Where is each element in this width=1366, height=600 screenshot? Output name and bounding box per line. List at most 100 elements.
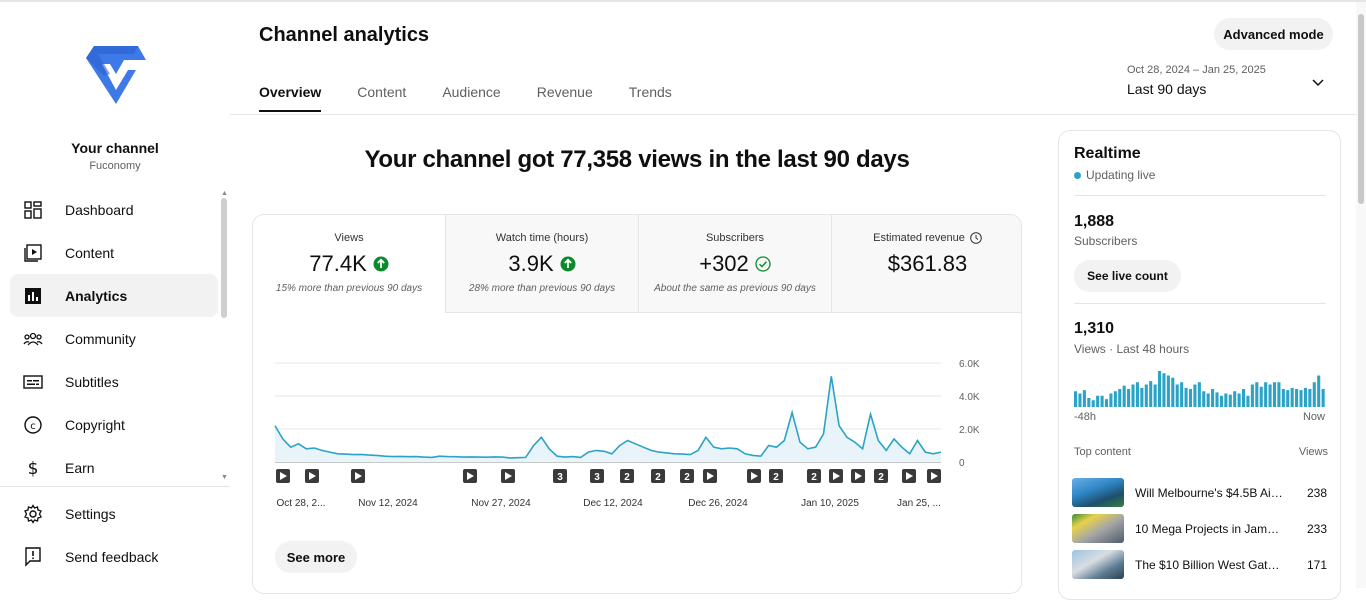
sidebar-item-feedback[interactable]: Send feedback [10, 535, 218, 578]
video-marker-count: 2 [773, 472, 779, 483]
sidebar-divider [0, 486, 230, 487]
tab-trends[interactable]: Trends [628, 84, 672, 100]
overview-card: Views 77.4K 15% more than previous 90 da… [252, 214, 1022, 594]
metric-watch-time[interactable]: Watch time (hours) 3.9K 28% more than pr… [446, 215, 639, 313]
tab-overview[interactable]: Overview [259, 84, 322, 112]
play-icon [855, 472, 862, 480]
realtime-bar [1321, 389, 1325, 407]
top-content-row[interactable]: The $10 Billion West Gate ... 171 [1072, 550, 1327, 580]
chevron-down-icon[interactable] [1310, 74, 1326, 90]
channel-handle: Fuconomy [89, 160, 141, 172]
realtime-divider [1074, 195, 1326, 196]
channel-logo[interactable] [84, 44, 148, 106]
page-title: Channel analytics [259, 24, 430, 46]
video-title[interactable]: 10 Mega Projects in Jamai... [1135, 522, 1285, 536]
top-content-row[interactable]: Will Melbourne's $4.5B Airp... 238 [1072, 478, 1327, 508]
video-thumbnail[interactable] [1072, 478, 1124, 507]
advanced-mode-button[interactable]: Advanced mode [1214, 18, 1333, 50]
video-marker-count: 2 [624, 472, 630, 483]
scroll-up-icon[interactable]: ▲ [221, 190, 228, 197]
sidebar-item-label: Dashboard [65, 201, 134, 218]
realtime-bar [1162, 373, 1166, 407]
realtime-bar [1246, 395, 1250, 407]
feedback-icon [22, 546, 44, 568]
sidebar-item-analytics[interactable]: Analytics [10, 274, 218, 317]
realtime-bar [1303, 387, 1307, 407]
realtime-views-chart[interactable] [1071, 367, 1331, 407]
scroll-down-icon[interactable]: ▼ [221, 474, 228, 481]
realtime-bar [1175, 384, 1179, 407]
see-live-count-button[interactable]: See live count [1074, 260, 1181, 292]
realtime-bar [1188, 389, 1193, 407]
play-icon [309, 472, 316, 480]
video-marker [553, 469, 567, 483]
tab-audience[interactable]: Audience [442, 84, 501, 100]
svg-text:$: $ [28, 459, 39, 478]
sidebar-item-content[interactable]: Content [10, 231, 218, 274]
sidebar-item-settings[interactable]: Settings [10, 492, 218, 535]
metric-value: $361.83 [887, 251, 968, 276]
video-thumbnail[interactable] [1072, 514, 1124, 543]
realtime-bar [1074, 391, 1078, 407]
realtime-bar [1087, 398, 1091, 407]
x-tick-label: Nov 27, 2024 [471, 498, 531, 509]
sidebar-item-copyright[interactable]: c Copyright [10, 403, 218, 446]
realtime-bar [1250, 384, 1254, 407]
metric-views[interactable]: Views 77.4K 15% more than previous 90 da… [253, 215, 446, 313]
video-marker-count: 3 [557, 472, 563, 483]
date-range-label[interactable]: Last 90 days [1127, 81, 1207, 97]
metric-value-row: 3.9K [446, 251, 638, 277]
sidebar-item-label: Earn [65, 459, 95, 476]
video-views: 238 [1306, 486, 1327, 500]
realtime-bar [1193, 384, 1197, 407]
realtime-bar [1242, 389, 1246, 407]
tab-revenue[interactable]: Revenue [536, 84, 593, 100]
realtime-bar [1259, 386, 1263, 407]
realtime-bar [1131, 384, 1135, 407]
realtime-axis-end: Now [1302, 411, 1325, 423]
realtime-title: Realtime [1074, 145, 1141, 162]
sidebar-item-dashboard[interactable]: Dashboard [10, 188, 218, 231]
metric-revenue[interactable]: Estimated revenue $361.83 [832, 215, 1021, 313]
tab-content[interactable]: Content [357, 84, 407, 100]
top-content-row[interactable]: 10 Mega Projects in Jamai... 233 [1072, 514, 1327, 544]
sidebar-item-community[interactable]: Community [10, 317, 218, 360]
sidebar-item-subtitles[interactable]: Subtitles [10, 360, 218, 403]
realtime-bar [1211, 389, 1215, 407]
realtime-bar [1264, 382, 1268, 407]
metric-value: 77.4K [309, 251, 367, 276]
realtime-bar [1166, 375, 1170, 407]
video-title[interactable]: Will Melbourne's $4.5B Airp... [1135, 486, 1285, 500]
top-border [0, 0, 1366, 2]
realtime-axis-start: -48h [1074, 411, 1097, 423]
realtime-bar [1299, 390, 1303, 407]
sidebar-scrollbar[interactable] [221, 198, 227, 318]
metric-label: Watch time (hours) [495, 232, 589, 244]
channel-name: Your channel [71, 140, 159, 156]
metric-label-row: Estimated revenue [832, 232, 1021, 244]
video-title[interactable]: The $10 Billion West Gate ... [1135, 558, 1285, 572]
page-scrollbar[interactable] [1356, 2, 1366, 588]
sidebar-item-label: Analytics [65, 287, 128, 304]
sidebar-item-earn[interactable]: $ Earn [10, 446, 218, 489]
realtime-bar [1078, 393, 1082, 407]
metric-subscribers[interactable]: Subscribers +302 About the same as previ… [639, 215, 832, 313]
realtime-bar [1233, 391, 1237, 407]
realtime-status-text: Updating live [1086, 168, 1156, 182]
video-marker [620, 469, 634, 483]
views-line [274, 376, 942, 459]
realtime-bar [1312, 382, 1316, 407]
x-tick-label: Jan 25, ... [897, 498, 941, 509]
svg-text:c: c [30, 421, 36, 432]
top-content-label: Top content [1074, 446, 1131, 458]
video-thumbnail[interactable] [1072, 550, 1124, 579]
play-icon [931, 472, 938, 480]
date-range-text[interactable]: Oct 28, 2024 – Jan 25, 2025 [1127, 64, 1266, 76]
see-more-button[interactable]: See more [275, 541, 357, 573]
realtime-bar [1228, 394, 1232, 407]
realtime-bar [1219, 395, 1223, 407]
views-chart[interactable]: 6.0K 4.0K 2.0K 0 3 3 2 2 2 2 2 2 Oct 28, 2... Nov 12,… [253, 313, 1022, 523]
play-icon [707, 472, 714, 480]
realtime-bar [1158, 371, 1162, 407]
page-scrollbar-thumb[interactable] [1358, 14, 1364, 204]
